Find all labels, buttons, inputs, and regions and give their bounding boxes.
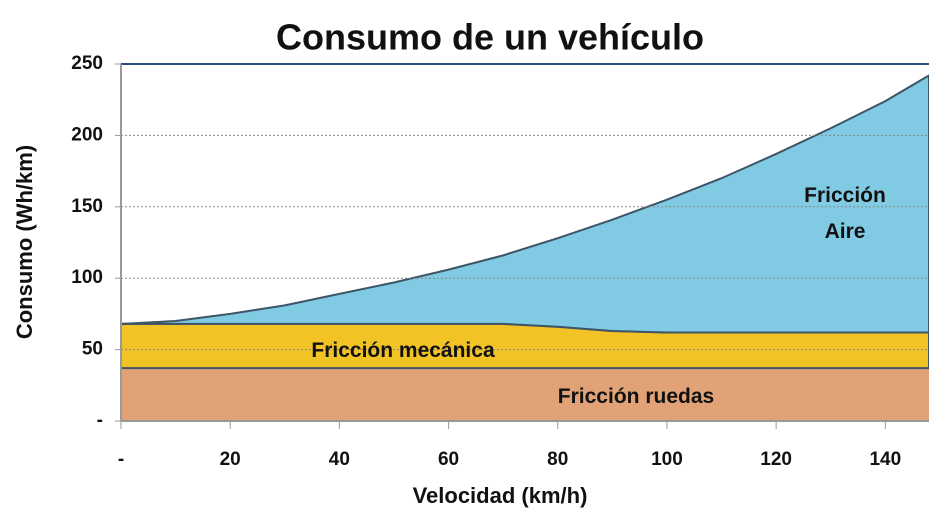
x-tick-label: 60	[438, 449, 459, 470]
y-tick-label: -	[97, 410, 103, 431]
x-tick-label: 80	[547, 449, 568, 470]
y-tick-label: 100	[71, 267, 103, 288]
series-label: Fricción mecánica	[311, 339, 495, 362]
x-tick-label: 40	[329, 449, 350, 470]
y-axis-label: Consumo (Wh/km)	[12, 145, 37, 339]
y-tick-label: 150	[71, 196, 103, 217]
x-tick-label: 100	[651, 449, 683, 470]
y-tick-label: 250	[71, 53, 103, 74]
y-tick-label: 200	[71, 124, 103, 145]
area	[120, 74, 929, 334]
series-label: Fricción Aire	[804, 184, 886, 243]
x-tick-label: 20	[220, 449, 241, 470]
series-label: Fricción ruedas	[557, 385, 715, 408]
x-tick-label: -	[118, 449, 124, 470]
x-axis-label: Velocidad (km/h)	[413, 483, 588, 508]
chart-title: Consumo de un vehículo	[276, 17, 704, 58]
x-tick-label: 120	[760, 449, 792, 470]
y-tick-label: 50	[82, 339, 103, 360]
x-tick-label: 140	[869, 449, 901, 470]
area	[121, 368, 929, 421]
